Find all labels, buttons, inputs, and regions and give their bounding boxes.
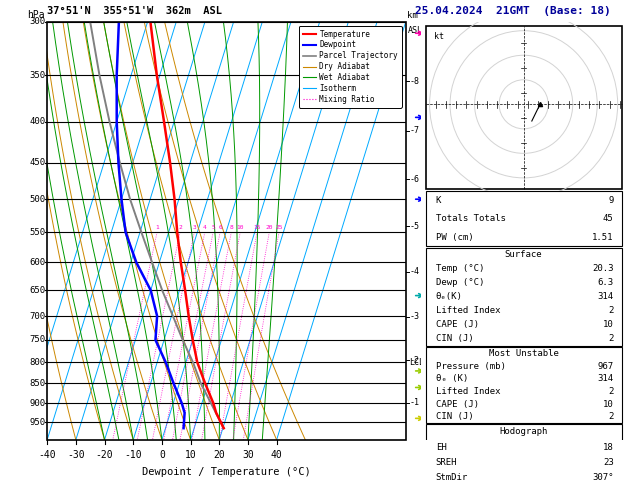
Text: -6: -6 — [409, 174, 420, 184]
Text: 2: 2 — [608, 334, 614, 343]
Text: 23: 23 — [603, 458, 614, 467]
Text: kt: kt — [434, 32, 443, 41]
Text: 25.04.2024  21GMT  (Base: 18): 25.04.2024 21GMT (Base: 18) — [415, 5, 611, 16]
Text: -10: -10 — [125, 450, 142, 460]
Text: 5: 5 — [211, 225, 215, 230]
Text: 650: 650 — [30, 286, 45, 295]
Text: 400: 400 — [30, 117, 45, 126]
Text: 600: 600 — [30, 258, 45, 267]
Text: 30: 30 — [242, 450, 254, 460]
Text: EH: EH — [436, 443, 447, 451]
Text: 850: 850 — [30, 379, 45, 388]
Text: SREH: SREH — [436, 458, 457, 467]
Text: 4: 4 — [203, 225, 207, 230]
Text: -7: -7 — [409, 126, 420, 136]
Text: -40: -40 — [38, 450, 56, 460]
Text: 9: 9 — [608, 196, 614, 205]
Bar — [426, 424, 621, 486]
Text: 550: 550 — [30, 228, 45, 237]
Text: CIN (J): CIN (J) — [436, 334, 474, 343]
Text: Most Unstable: Most Unstable — [489, 349, 559, 358]
Text: 1: 1 — [155, 225, 159, 230]
Text: -4: -4 — [409, 267, 420, 277]
Text: 500: 500 — [30, 195, 45, 204]
Text: 6: 6 — [218, 225, 222, 230]
Text: 300: 300 — [30, 17, 45, 26]
Text: 10: 10 — [237, 225, 244, 230]
Text: 2: 2 — [608, 387, 614, 396]
Text: 2: 2 — [178, 225, 182, 230]
Text: CIN (J): CIN (J) — [436, 412, 474, 421]
Text: 0: 0 — [159, 450, 165, 460]
Text: 45: 45 — [603, 214, 614, 223]
Text: 40: 40 — [270, 450, 282, 460]
Text: CAPE (J): CAPE (J) — [436, 320, 479, 329]
Text: LCL: LCL — [409, 358, 425, 367]
Text: θₑ (K): θₑ (K) — [436, 374, 468, 383]
Text: ASL: ASL — [408, 26, 423, 35]
Text: 314: 314 — [598, 374, 614, 383]
Text: 20.3: 20.3 — [592, 264, 614, 273]
Text: Temp (°C): Temp (°C) — [436, 264, 484, 273]
Legend: Temperature, Dewpoint, Parcel Trajectory, Dry Adiabat, Wet Adiabat, Isotherm, Mi: Temperature, Dewpoint, Parcel Trajectory… — [299, 26, 402, 108]
Text: 20: 20 — [265, 225, 273, 230]
Text: 1.51: 1.51 — [592, 233, 614, 242]
Text: 25: 25 — [276, 225, 283, 230]
Text: Pressure (mb): Pressure (mb) — [436, 362, 506, 370]
Text: -5: -5 — [409, 222, 420, 230]
Bar — [426, 26, 621, 189]
Text: Dewp (°C): Dewp (°C) — [436, 278, 484, 287]
Text: -20: -20 — [96, 450, 113, 460]
Text: -8: -8 — [409, 77, 420, 86]
Text: Surface: Surface — [505, 250, 542, 259]
Text: 18: 18 — [603, 443, 614, 451]
Text: Hodograph: Hodograph — [499, 428, 548, 436]
Text: 900: 900 — [30, 399, 45, 408]
Text: 314: 314 — [598, 292, 614, 301]
Text: Mixing Ratio (g/kg): Mixing Ratio (g/kg) — [452, 217, 460, 312]
Text: 307°: 307° — [592, 473, 614, 482]
Bar — [426, 247, 621, 346]
Text: Lifted Index: Lifted Index — [436, 387, 500, 396]
Text: 967: 967 — [598, 362, 614, 370]
Text: Lifted Index: Lifted Index — [436, 306, 500, 315]
Text: Dewpoint / Temperature (°C): Dewpoint / Temperature (°C) — [142, 467, 311, 477]
Text: CAPE (J): CAPE (J) — [436, 399, 479, 409]
Text: -1: -1 — [409, 399, 420, 407]
Text: 750: 750 — [30, 335, 45, 345]
Text: km: km — [408, 11, 418, 20]
Text: -2: -2 — [409, 356, 420, 364]
Text: 3: 3 — [192, 225, 196, 230]
Text: 2: 2 — [608, 306, 614, 315]
Text: 2: 2 — [608, 412, 614, 421]
Text: 37°51'N  355°51'W  362m  ASL: 37°51'N 355°51'W 362m ASL — [47, 5, 222, 16]
Text: 450: 450 — [30, 158, 45, 167]
Text: 350: 350 — [30, 71, 45, 80]
Text: 950: 950 — [30, 417, 45, 427]
Text: hPa: hPa — [28, 10, 45, 20]
Text: 10: 10 — [603, 399, 614, 409]
Text: 10: 10 — [603, 320, 614, 329]
Text: 700: 700 — [30, 312, 45, 320]
Bar — [426, 347, 621, 423]
Text: 8: 8 — [230, 225, 233, 230]
Text: 20: 20 — [213, 450, 225, 460]
Text: K: K — [436, 196, 441, 205]
Text: 10: 10 — [185, 450, 196, 460]
Text: -30: -30 — [67, 450, 85, 460]
Text: -3: -3 — [409, 312, 420, 321]
Text: Totals Totals: Totals Totals — [436, 214, 506, 223]
Bar — [426, 191, 621, 246]
Text: θₑ(K): θₑ(K) — [436, 292, 462, 301]
Text: 15: 15 — [253, 225, 261, 230]
Text: 6.3: 6.3 — [598, 278, 614, 287]
Text: PW (cm): PW (cm) — [436, 233, 474, 242]
Text: 800: 800 — [30, 358, 45, 367]
Text: StmDir: StmDir — [436, 473, 468, 482]
